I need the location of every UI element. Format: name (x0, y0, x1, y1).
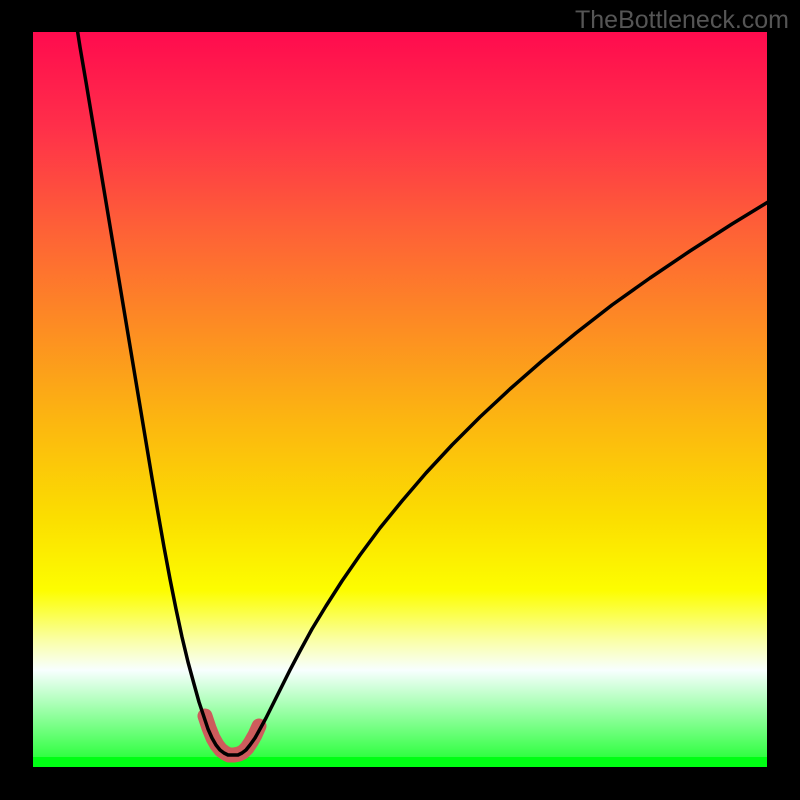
green-baseline-strip (33, 757, 767, 767)
watermark-text: TheBottleneck.com (575, 6, 789, 35)
plot-gradient-background (33, 32, 767, 757)
chart-stage: TheBottleneck.com (0, 0, 800, 800)
